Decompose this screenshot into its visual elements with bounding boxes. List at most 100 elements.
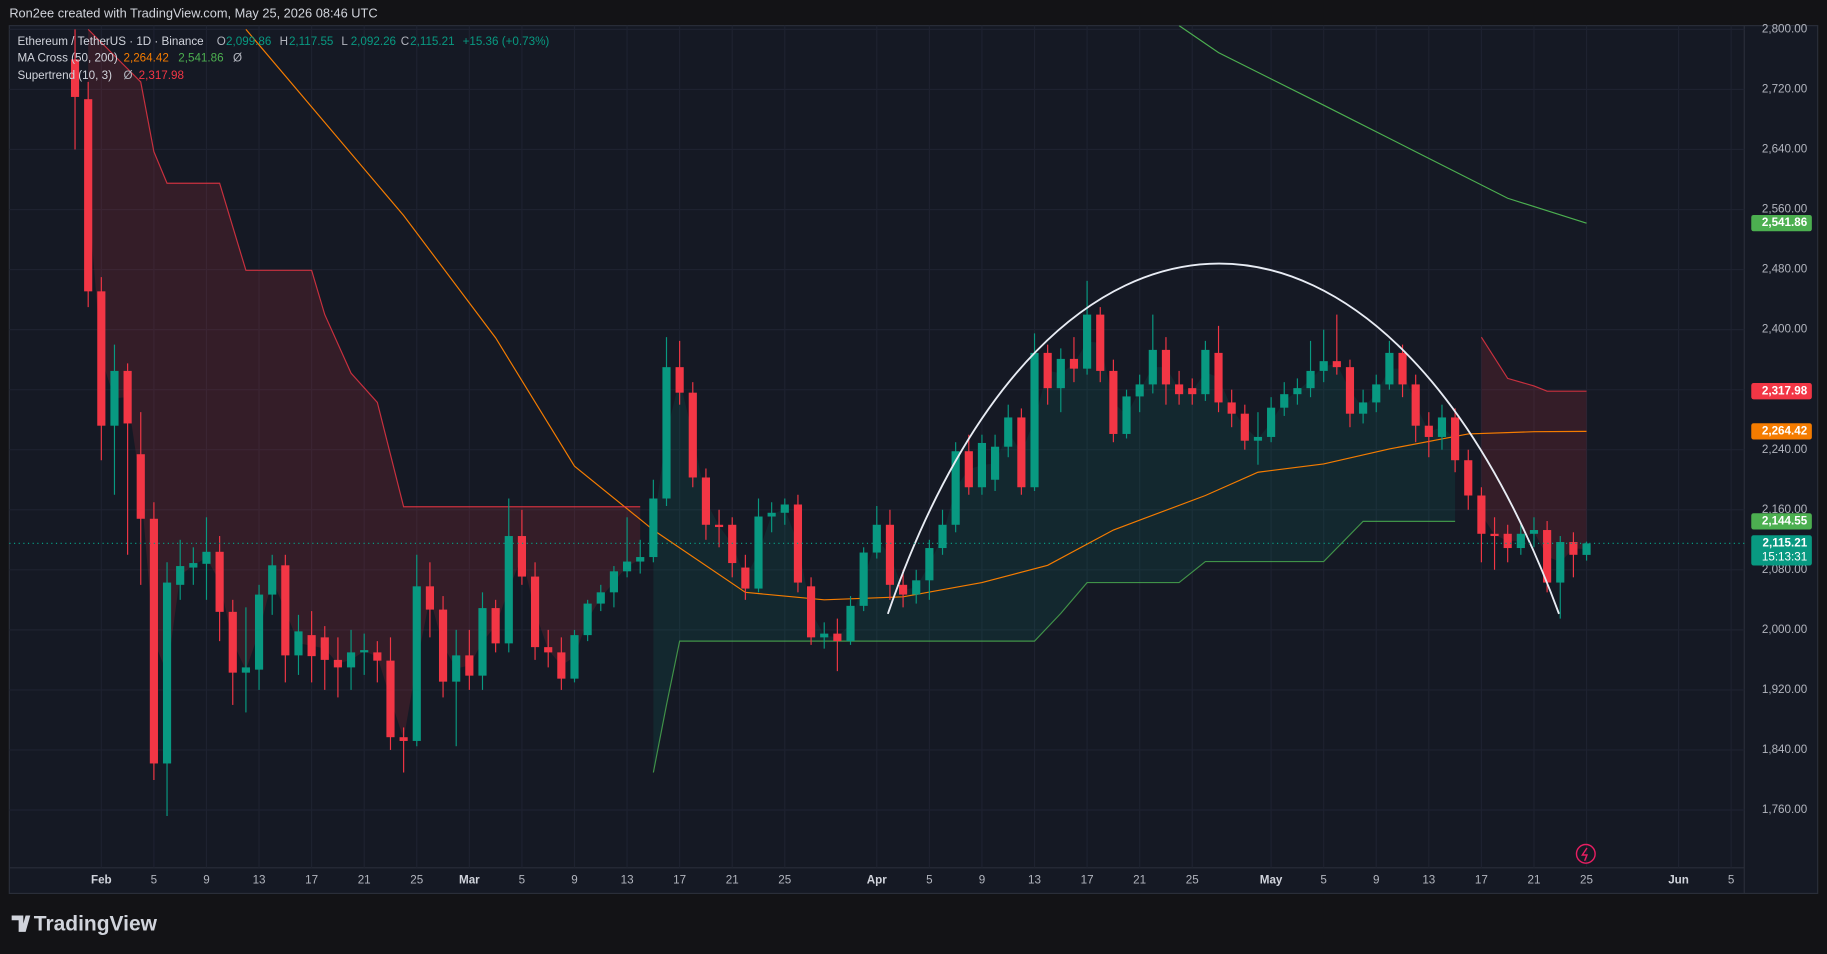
overlay-lines xyxy=(87,25,1587,773)
candle-body xyxy=(1293,388,1302,395)
candle-body xyxy=(1411,384,1420,426)
candle-body xyxy=(1437,417,1447,437)
candle-body xyxy=(1529,530,1539,534)
ma-eye[interactable]: Ø xyxy=(233,51,242,64)
y-tick-label: 1,760.00 xyxy=(1762,803,1808,816)
candle-body xyxy=(162,582,172,764)
candle-body xyxy=(1227,402,1236,414)
x-tick-label: 9 xyxy=(979,874,985,887)
x-tick-label: 9 xyxy=(1373,874,1379,887)
candle-body xyxy=(1069,358,1079,369)
st-eye[interactable]: Ø xyxy=(124,69,133,82)
ma-name: MA Cross (50, 200) xyxy=(17,51,117,64)
candle-body xyxy=(741,567,750,589)
candle-body xyxy=(530,576,540,648)
symbol: Ethereum / TetherUS · 1D · Binance xyxy=(17,35,203,48)
x-tick-label: 9 xyxy=(571,874,577,887)
arc-drawing xyxy=(886,262,1560,615)
candle-body xyxy=(386,660,395,738)
candle-body xyxy=(899,584,908,595)
candle-body xyxy=(1267,407,1276,437)
x-tick-label: Jun xyxy=(1668,874,1689,887)
price-badge xyxy=(1751,535,1812,566)
candle-body xyxy=(228,611,237,673)
candle-body xyxy=(1477,495,1486,534)
candle-body xyxy=(1109,370,1118,434)
candle-body xyxy=(254,594,264,670)
candle-body xyxy=(754,516,763,589)
alert-icon[interactable] xyxy=(1575,843,1596,864)
supertrend-fill xyxy=(1481,337,1587,563)
candle-body xyxy=(268,565,277,595)
candle-body xyxy=(70,59,80,97)
price-badge-label: 2,264.42 xyxy=(1762,424,1808,437)
candle-body xyxy=(1582,543,1591,555)
candle-body xyxy=(1135,384,1144,397)
candle-body xyxy=(1280,394,1289,408)
overlay-line xyxy=(87,28,641,508)
candle-body xyxy=(1556,542,1565,583)
candle-body xyxy=(1004,417,1013,447)
candle-body xyxy=(123,370,132,424)
x-tick-label: 13 xyxy=(621,874,634,887)
candle-body xyxy=(1503,533,1512,549)
candle-body xyxy=(1030,352,1039,488)
x-tick-label: 9 xyxy=(203,874,209,887)
candle-body xyxy=(1319,361,1328,371)
legend-c: C xyxy=(401,35,409,48)
legend-h: H xyxy=(280,35,288,48)
overlay-line xyxy=(245,29,1587,601)
x-tick-label: 5 xyxy=(926,874,932,887)
legend-o: O xyxy=(217,35,226,48)
y-tick-label: 1,840.00 xyxy=(1762,743,1808,756)
candle-body xyxy=(820,633,829,638)
candle-body xyxy=(412,586,421,741)
brand-logo xyxy=(11,915,31,932)
candle-body xyxy=(1122,396,1131,434)
legend-l-value: 2,092.26 xyxy=(351,35,396,48)
candle-body xyxy=(465,655,474,676)
candle-body xyxy=(1398,352,1407,385)
candle-body xyxy=(925,548,934,581)
overlay-line xyxy=(652,520,1456,773)
y-tick-label: 1,920.00 xyxy=(1762,683,1808,696)
x-tick-label: 5 xyxy=(519,874,525,887)
price-badge-label: 2,144.55 xyxy=(1762,514,1808,527)
candle-body xyxy=(97,291,106,426)
overlay-line xyxy=(1178,25,1587,224)
candle-body xyxy=(1056,358,1065,389)
candle-body xyxy=(636,557,645,562)
x-tick-label: Feb xyxy=(91,874,112,887)
candle-body xyxy=(189,563,198,568)
x-tick-label: 21 xyxy=(1527,874,1540,887)
credit: Ron2ee created with TradingView.com, May… xyxy=(9,5,377,20)
ma-slow: 2,541.86 xyxy=(178,51,223,64)
candles xyxy=(70,29,1591,817)
candle-body xyxy=(1569,542,1578,555)
candle-body xyxy=(1332,361,1341,368)
x-tick-label: 21 xyxy=(1133,874,1146,887)
candle-body xyxy=(1385,352,1394,385)
candle-body xyxy=(1464,460,1473,496)
candle-body xyxy=(1188,388,1197,395)
x-tick-label: 17 xyxy=(1475,874,1488,887)
candle-body xyxy=(491,608,500,644)
candle-body xyxy=(872,524,881,553)
y-tick-label: 2,080.00 xyxy=(1762,563,1808,576)
x-tick-label: 25 xyxy=(410,874,423,887)
x-tick-label: 25 xyxy=(1580,874,1593,887)
legend-l: L xyxy=(341,35,348,48)
candle-body xyxy=(1083,314,1092,369)
candle-body xyxy=(1253,436,1263,441)
ma-fast: 2,264.42 xyxy=(124,51,169,64)
candle-body xyxy=(517,536,526,577)
candle-body xyxy=(1490,533,1499,537)
candle-body xyxy=(478,608,487,676)
candle-body xyxy=(951,451,960,525)
price-badge xyxy=(1751,214,1812,232)
candle-body xyxy=(425,586,434,610)
candle-body xyxy=(294,631,303,656)
candle-body xyxy=(991,446,1000,480)
